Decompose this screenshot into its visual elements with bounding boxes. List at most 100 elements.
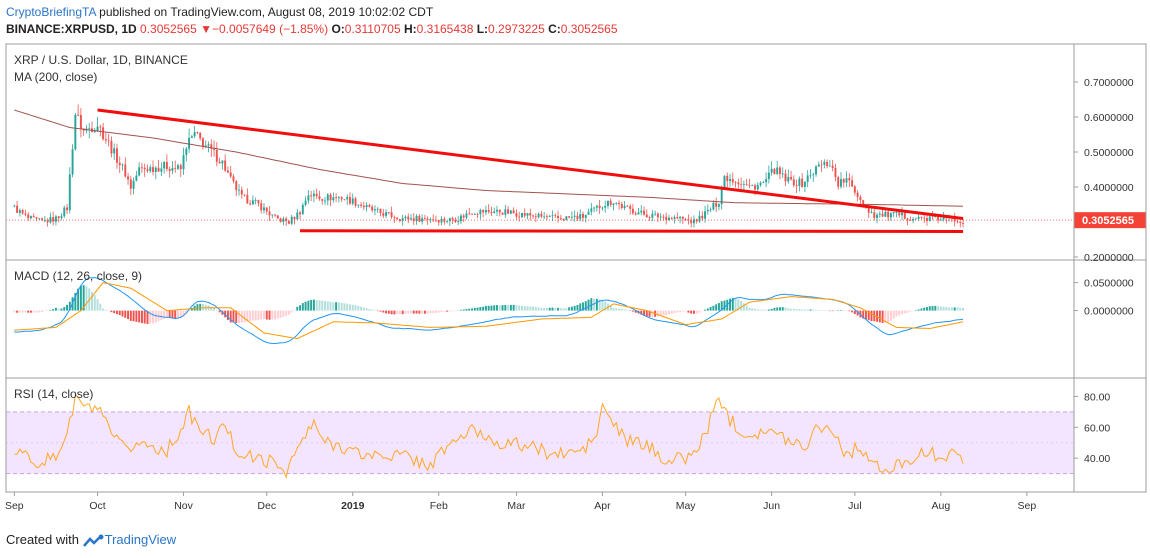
candle-body (96, 126, 99, 131)
macd-histogram-bar (920, 308, 923, 311)
macd-histogram-bar (498, 305, 501, 311)
macd-histogram-bar (121, 310, 124, 317)
macd-histogram-bar (914, 310, 917, 311)
price-candle (152, 160, 154, 176)
price-candle (709, 207, 712, 212)
price-candle (801, 173, 804, 188)
price-candle (557, 210, 560, 223)
tradingview-link[interactable]: TradingView (104, 532, 177, 547)
macd-histogram-bar (939, 306, 942, 311)
candle-body (756, 185, 759, 190)
macd-histogram-bar (138, 310, 141, 323)
candle-body (124, 164, 127, 177)
candle-body (79, 114, 82, 129)
price-candle (349, 192, 351, 205)
candle-body (54, 216, 57, 222)
candle-body (601, 207, 604, 209)
price-candle (182, 147, 185, 175)
candle-body (390, 212, 393, 217)
author-link[interactable]: CryptoBriefingTA (6, 5, 96, 19)
price-candle (96, 116, 99, 133)
macd-histogram-bar (407, 310, 410, 314)
candle-body (598, 205, 601, 209)
candle-body (396, 217, 399, 220)
rsi-pane[interactable]: RSI (14, close) (6, 387, 1074, 480)
price-candle (160, 162, 163, 177)
macd-histogram-bar (762, 309, 765, 311)
price-candle (620, 201, 623, 210)
candle-body (18, 210, 21, 213)
price-candle (185, 147, 188, 162)
macd-histogram-bar (221, 310, 224, 315)
macd-histogram-bar (360, 306, 363, 311)
candle-body (523, 212, 526, 216)
macd-histogram-bar (210, 306, 213, 311)
price-candle (676, 212, 679, 220)
price-candle (24, 209, 27, 217)
candle-body (215, 150, 218, 162)
candle-body (520, 212, 523, 218)
macd-histogram-bar (679, 310, 682, 313)
price-candle (462, 213, 465, 223)
macd-histogram-bar (49, 310, 52, 311)
candle-body (127, 176, 130, 180)
macd-histogram-bar (393, 310, 396, 315)
candle-body (778, 167, 781, 175)
macd-histogram-bar (662, 310, 665, 316)
price-candle (901, 207, 903, 221)
footer: Created with TradingView (6, 532, 176, 548)
chart-area[interactable]: 0.3052565 XRP / U.S. Dollar, 1D, BINANCE M… (0, 42, 1150, 520)
macd-histogram-bar (357, 305, 360, 311)
candle-body (415, 215, 418, 221)
y-tick-label: 0.4000000 (1084, 182, 1134, 194)
macd-histogram-bar (179, 310, 182, 319)
macd-histogram-bar (340, 302, 343, 311)
price-candle (437, 219, 440, 226)
macd-histogram-bar (790, 308, 793, 311)
price-candle (823, 159, 826, 169)
macd-histogram-bar (174, 310, 177, 320)
price-candle (812, 172, 815, 182)
macd-histogram-bar (38, 310, 41, 313)
candle-body (557, 215, 560, 219)
candle-body (781, 173, 784, 175)
price-pane[interactable]: 0.3052565 XRP / U.S. Dollar, 1D, BINANCE M… (6, 53, 1146, 233)
macd-histogram-bar (684, 310, 687, 312)
candle-body (16, 205, 19, 213)
candle-body (207, 144, 210, 146)
x-tick-label: Apr (594, 500, 611, 512)
price-candle (770, 161, 773, 176)
price-candle (701, 211, 704, 221)
low-value: 0.2973225 (488, 22, 545, 36)
macd-histogram-bar (85, 286, 88, 311)
price-candle (118, 156, 121, 174)
price-candle (493, 207, 496, 214)
macd-histogram-bar (629, 310, 632, 312)
price-candle (679, 216, 682, 224)
macd-histogram-bar (457, 310, 460, 311)
macd-histogram-bar (226, 310, 229, 320)
macd-histogram-bar (532, 306, 535, 311)
macd-histogram-bar (884, 310, 887, 323)
macd-histogram-bar (190, 308, 193, 311)
candle-body (310, 195, 313, 197)
macd-pane[interactable]: MACD (12, 26, close, 9) (13, 269, 965, 345)
price-candle (190, 134, 193, 139)
candle-body (590, 208, 593, 212)
price-candle (803, 180, 806, 193)
macd-histogram-bar (66, 304, 68, 311)
candle-body (407, 216, 410, 220)
macd-histogram-bar (828, 310, 831, 312)
macd-histogram-bar (945, 306, 948, 311)
macd-histogram-bar (690, 310, 693, 314)
published-text: published on TradingView.com, August 08,… (95, 5, 434, 19)
macd-histogram-bar (582, 302, 584, 311)
candle-body (640, 210, 643, 213)
price-candle (870, 208, 873, 214)
last-price-label: 0.3052565 (1082, 215, 1134, 227)
candle-body (798, 178, 801, 186)
price-candle (668, 214, 670, 221)
candle-body (321, 199, 324, 201)
candle-body (931, 216, 934, 218)
price-candle (318, 190, 321, 201)
